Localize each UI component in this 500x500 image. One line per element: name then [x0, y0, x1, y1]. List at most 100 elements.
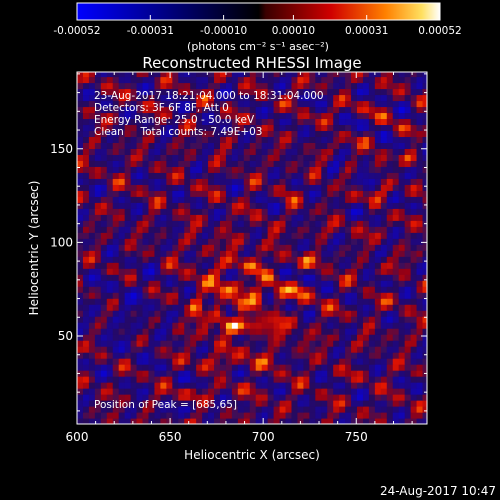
heatmap-cell	[88, 148, 96, 155]
heatmap-cell	[196, 346, 203, 353]
heatmap-cell	[416, 394, 424, 401]
heatmap-cell	[160, 214, 167, 221]
heatmap-cell	[142, 82, 150, 90]
heatmap-cell	[416, 166, 424, 173]
heatmap-cell	[243, 412, 251, 419]
heatmap-cell	[118, 292, 126, 299]
heatmap-cell	[208, 208, 215, 215]
annotation-time-range: 23-Aug-2017 18:21:04.000 to 18:31:04.000	[94, 90, 324, 102]
heatmap-cell	[368, 184, 376, 191]
heatmap-cell	[136, 316, 144, 323]
heatmap-cell	[380, 394, 388, 401]
heatmap-cell	[273, 316, 281, 323]
heatmap-cell	[404, 160, 412, 167]
heatmap-cell	[190, 88, 197, 96]
heatmap-cell	[112, 76, 120, 84]
heatmap-cell	[357, 76, 364, 84]
heatmap-cell	[255, 118, 263, 126]
heatmap-cell	[190, 280, 197, 287]
heatmap-cell	[410, 292, 418, 299]
heatmap-cell	[88, 202, 96, 209]
heatmap-cell	[345, 94, 352, 102]
heatmap-cell	[279, 370, 287, 377]
heatmap-cell	[249, 256, 257, 263]
heatmap-cell	[172, 346, 179, 353]
heatmap-cell	[166, 334, 173, 341]
heatmap-cell	[142, 298, 150, 305]
heatmap-cell	[416, 94, 424, 102]
heatmap-cell	[142, 124, 150, 132]
heatmap-cell	[261, 328, 269, 335]
heatmap-cell	[214, 406, 221, 413]
heatmap-cell	[255, 316, 263, 323]
heatmap-cell	[362, 88, 370, 96]
heatmap-cell	[243, 394, 251, 401]
heatmap-cell	[398, 418, 406, 424]
heatmap-cell	[321, 142, 328, 149]
heatmap-cell	[416, 160, 424, 167]
heatmap-cell	[124, 256, 132, 263]
heatmap-cell	[154, 268, 162, 275]
heatmap-cell	[190, 154, 197, 161]
heatmap-cell	[357, 118, 364, 126]
heatmap-cell	[362, 124, 370, 132]
heatmap-cell	[362, 418, 370, 424]
heatmap-cell	[118, 322, 126, 329]
heatmap-cell	[291, 268, 299, 275]
heatmap-cell	[416, 82, 424, 90]
heatmap-cell	[124, 304, 132, 311]
heatmap-cell	[279, 412, 287, 419]
heatmap-cell	[160, 388, 167, 395]
heatmap-cell	[82, 364, 90, 371]
heatmap-cell	[190, 370, 197, 377]
heatmap-cell	[142, 358, 150, 365]
heatmap-cell	[196, 208, 203, 215]
heatmap-cell	[148, 310, 156, 317]
heatmap-cell	[237, 376, 245, 383]
heatmap-cell	[255, 418, 263, 424]
heatmap-cell	[231, 130, 239, 138]
annotation-detectors: Detectors: 3F 6F 8F, Att 0	[94, 102, 229, 114]
heatmap-cell	[255, 376, 263, 383]
heatmap-cell	[339, 304, 346, 311]
heatmap-cell	[297, 142, 304, 149]
heatmap-cell	[422, 418, 427, 424]
heatmap-cell	[351, 388, 358, 395]
heatmap-cell	[82, 232, 90, 239]
heatmap-cell	[309, 88, 316, 96]
heatmap-cell	[345, 262, 352, 269]
heatmap-cell	[291, 352, 299, 359]
heatmap-cell	[148, 190, 156, 197]
heatmap-cell	[219, 136, 227, 143]
heatmap-cell	[231, 364, 239, 371]
heatmap-cell	[255, 358, 263, 365]
heatmap-cell	[321, 124, 328, 132]
heatmap-cell	[380, 274, 388, 281]
heatmap-cell	[106, 262, 114, 269]
heatmap-cell	[231, 106, 239, 114]
heatmap-cell	[124, 298, 132, 305]
heatmap-cell	[154, 286, 162, 293]
heatmap-cell	[160, 88, 167, 96]
heatmap-cell	[82, 376, 90, 383]
heatmap-cell	[94, 256, 102, 263]
heatmap-cell	[309, 226, 316, 233]
heatmap-cell	[327, 184, 334, 191]
heatmap-cell	[172, 190, 179, 197]
heatmap-cell	[225, 202, 233, 209]
heatmap-cell	[178, 268, 185, 275]
heatmap-cell	[118, 412, 126, 419]
heatmap-cell	[202, 142, 209, 149]
heatmap-cell	[392, 400, 400, 407]
heatmap-cell	[124, 418, 132, 424]
heatmap-cell	[321, 256, 328, 263]
heatmap-cell	[225, 250, 233, 257]
heatmap-cell	[184, 76, 191, 84]
heatmap-cell	[160, 394, 167, 401]
heatmap-cell	[130, 142, 138, 149]
heatmap-cell	[190, 346, 197, 353]
heatmap-cell	[267, 124, 275, 132]
heatmap-cell	[362, 298, 370, 305]
heatmap-cell	[154, 112, 162, 120]
heatmap-cell	[416, 226, 424, 233]
